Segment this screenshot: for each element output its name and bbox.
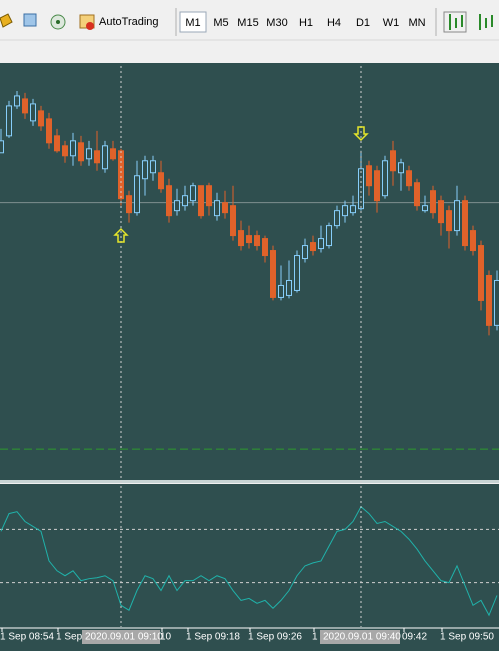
candle-body <box>446 210 452 232</box>
candle-body <box>342 205 348 217</box>
price-panel <box>0 63 499 480</box>
timeframe-button[interactable]: M1 <box>185 17 200 29</box>
candle-body <box>46 118 52 144</box>
candle-body <box>310 242 316 252</box>
candle-body <box>222 202 228 214</box>
candle-body <box>470 230 476 252</box>
candle-body <box>398 162 404 174</box>
time-label: 1 <box>312 632 318 643</box>
candle-body <box>478 245 484 301</box>
candle-body <box>14 95 20 107</box>
candle-body <box>302 245 308 260</box>
candle-body <box>134 175 140 214</box>
candle-body <box>206 185 212 207</box>
time-label: 1 Sep 08:54 <box>0 632 54 643</box>
candle-body <box>142 160 148 180</box>
candle-body <box>454 200 460 232</box>
candle-body <box>30 103 36 122</box>
candle-body <box>86 148 92 160</box>
timeframe-button[interactable]: M30 <box>266 17 287 29</box>
candle-body <box>246 235 252 244</box>
timeframe-button[interactable]: MN <box>408 17 425 29</box>
candle-body <box>406 170 412 187</box>
candle-body <box>358 168 364 210</box>
time-label: 09:42 <box>402 632 427 643</box>
timeframe-button[interactable]: M15 <box>237 17 258 29</box>
candle-body <box>414 182 420 207</box>
candle-body <box>350 205 356 214</box>
autotrading-button[interactable]: AutoTrading <box>99 16 159 28</box>
active-timeframe <box>179 11 207 33</box>
candle-body <box>158 172 164 190</box>
candle-body <box>270 250 276 298</box>
candle-body <box>286 279 292 296</box>
candle-body <box>294 255 300 291</box>
candle-body <box>430 190 436 214</box>
candle-body <box>6 105 12 137</box>
candle-body <box>262 238 268 257</box>
candle-body <box>214 200 220 217</box>
candle-body <box>254 235 260 247</box>
time-label: 1 Sep <box>56 632 83 643</box>
candle-body <box>182 195 188 207</box>
candle-body <box>22 98 28 114</box>
timeframe-button[interactable]: D1 <box>356 17 370 29</box>
candle-body <box>494 279 499 326</box>
panel-separator <box>0 480 499 483</box>
candle-body <box>486 274 492 326</box>
indicator-line <box>0 505 498 617</box>
candle-body <box>78 142 84 162</box>
candle-body <box>382 160 388 197</box>
crosshair-time: 2020.09.01 09:10 <box>85 632 163 643</box>
candle-body <box>438 200 444 224</box>
candle-body <box>166 185 172 217</box>
timeframe-button[interactable]: W1 <box>383 17 400 29</box>
timeframe-button[interactable]: H4 <box>327 17 341 29</box>
candle-body <box>278 284 284 298</box>
candle-body <box>54 135 60 152</box>
candle-body <box>70 140 76 157</box>
candle-body <box>126 195 132 214</box>
candle-body <box>174 200 180 212</box>
candle-body <box>238 230 244 247</box>
candle-body <box>110 148 116 160</box>
candle-body <box>118 150 124 200</box>
time-label: 1 Sep 09:18 <box>186 632 240 643</box>
candle-body <box>94 150 100 164</box>
candle-body <box>422 205 428 212</box>
candle-body <box>190 185 196 202</box>
toolbar <box>0 0 499 62</box>
time-label: 1 Sep 09:50 <box>440 632 494 643</box>
candle-body <box>198 185 204 217</box>
candle-body <box>0 140 4 154</box>
candle-body <box>334 210 340 227</box>
candle-body <box>318 238 324 250</box>
period-separators <box>120 66 362 627</box>
candle-body <box>62 145 68 157</box>
candle-body <box>230 205 236 237</box>
candle-body <box>102 145 108 170</box>
time-label: 10 <box>160 632 172 643</box>
candle-body <box>38 110 44 127</box>
candle-body <box>366 165 372 187</box>
signal-arrows <box>113 126 369 243</box>
toolbar-icons <box>0 8 493 36</box>
candle-body <box>374 170 380 202</box>
candle-body <box>462 200 468 247</box>
timeframe-button[interactable]: M5 <box>213 17 228 29</box>
crosshair-time-box <box>82 630 160 644</box>
candle-body <box>150 160 156 174</box>
crosshair-time-box <box>320 630 400 644</box>
indicator-panel <box>0 484 499 651</box>
candle-body <box>326 225 332 247</box>
candle-body <box>390 150 396 172</box>
time-label: 1 Sep 09:26 <box>248 632 302 643</box>
timeframe-button[interactable]: H1 <box>299 17 313 29</box>
crosshair-time: 2020.09.01 09:40 <box>323 632 401 643</box>
